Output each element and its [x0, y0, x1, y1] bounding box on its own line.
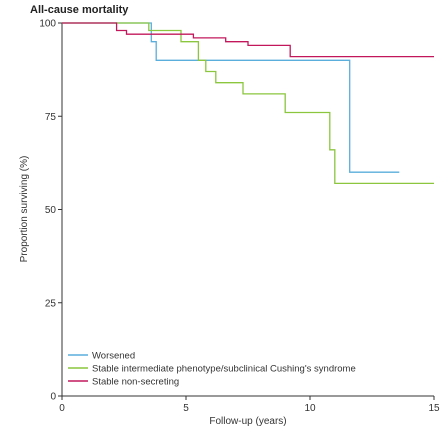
y-tick-label: 75 [45, 112, 57, 123]
series-line-3 [62, 22, 434, 58]
legend-label: Worsened [92, 351, 135, 362]
y-tick-label: 100 [39, 19, 56, 30]
x-tick-label: 10 [304, 403, 316, 414]
legend-label: Stable intermediate phenotype/subclinica… [92, 364, 356, 375]
series-line-2 [62, 22, 434, 185]
x-axis-label: Follow-up (years) [209, 416, 286, 427]
series-line-1 [62, 22, 400, 173]
y-axis-label: Proportion surviving (%) [19, 156, 30, 263]
y-tick-label: 0 [50, 392, 56, 403]
axes: 0 25 50 75 100 0 5 10 15 [39, 19, 440, 415]
chart-title: All-cause mortality [30, 4, 129, 16]
y-tick-label: 25 [45, 298, 57, 309]
y-tick-label: 50 [45, 205, 57, 216]
series-layer [62, 22, 434, 185]
x-tick-label: 0 [59, 403, 65, 414]
legend: Worsened Stable intermediate phenotype/su… [68, 351, 356, 388]
x-tick-label: 15 [428, 403, 440, 414]
x-tick-label: 5 [183, 403, 189, 414]
legend-label: Stable non-secreting [92, 377, 179, 388]
